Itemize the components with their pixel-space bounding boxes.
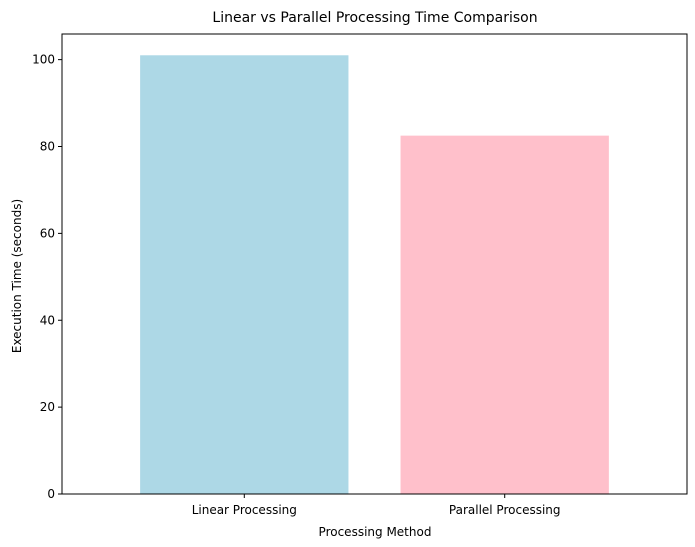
y-axis-label: Execution Time (seconds) — [10, 199, 24, 353]
y-tick-label: 20 — [40, 400, 55, 414]
bar-linear-processing — [140, 55, 348, 494]
x-axis-label: Processing Method — [319, 525, 432, 539]
y-tick-label: 60 — [40, 226, 55, 240]
y-tick-label: 100 — [32, 53, 55, 67]
y-tick-label: 80 — [40, 140, 55, 154]
y-tick-label: 40 — [40, 313, 55, 327]
plot-area: Linear Processing Parallel Processing 0 20 4… — [32, 34, 687, 517]
bar-parallel-processing — [401, 136, 609, 494]
x-tick-label: Parallel Processing — [449, 503, 561, 517]
y-tick-label: 0 — [47, 487, 55, 501]
chart-title: Linear vs Parallel Processing Time Compa… — [212, 10, 537, 26]
x-tick-label: Linear Processing — [192, 503, 297, 517]
